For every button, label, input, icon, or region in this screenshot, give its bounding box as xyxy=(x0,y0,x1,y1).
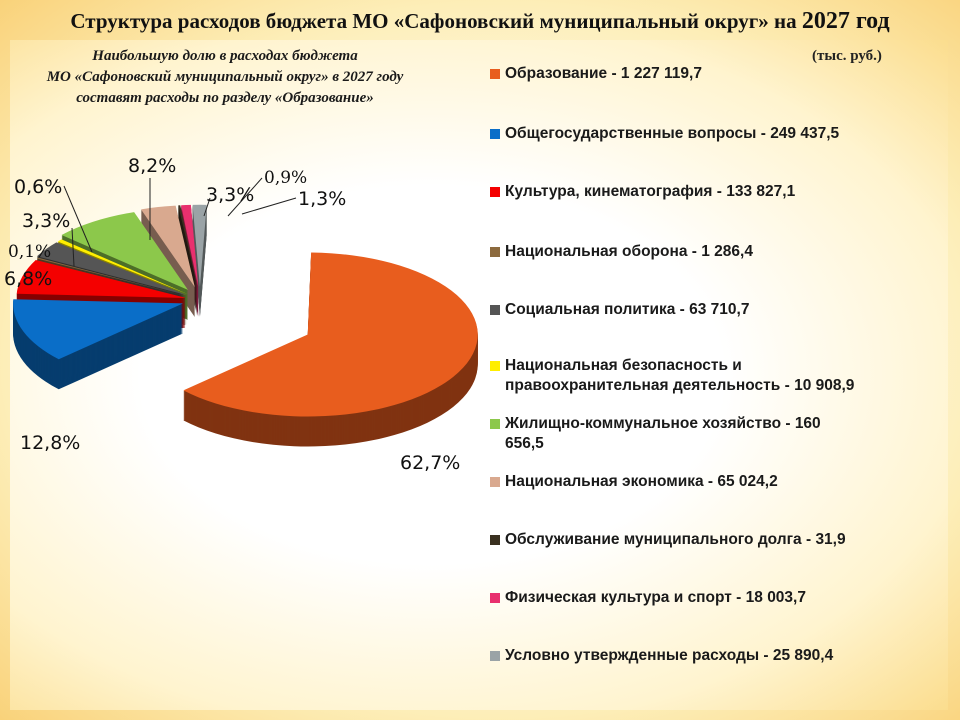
pie-slice-0 xyxy=(183,252,478,447)
data-label-0: 62,7% xyxy=(400,452,461,474)
legend-swatch xyxy=(490,593,500,603)
slide-title: Структура расходов бюджета МО «Сафоновск… xyxy=(0,8,960,35)
leader-line xyxy=(63,185,93,253)
units-label: (тыс. руб.) xyxy=(812,48,882,64)
leader-line xyxy=(203,197,211,217)
data-label-2: 6,8% xyxy=(4,268,53,290)
legend-swatch xyxy=(490,305,500,315)
title-year: 2027 год xyxy=(801,8,890,34)
legend-text: Национальная оборона - 1 286,4 xyxy=(505,243,753,260)
legend-text: Культура, кинематография - 133 827,1 xyxy=(505,183,796,200)
data-label-10: 1,3% xyxy=(298,188,347,210)
data-label-7: 3,3% xyxy=(206,184,255,206)
legend-item: Условно утвержденные расходы - 25 890,4 xyxy=(490,646,833,666)
leader-line xyxy=(241,197,297,215)
legend-swatch xyxy=(490,247,500,257)
legend-text: Жилищно-коммунальное хозяйство - 160 656… xyxy=(505,415,821,452)
legend-text: Национальная безопасность и правоохранит… xyxy=(505,357,855,394)
legend-text: Образование - 1 227 119,7 xyxy=(505,65,702,82)
legend-item: Социальная политика - 63 710,7 xyxy=(490,300,749,320)
data-label-3: 0,1% xyxy=(8,242,52,262)
legend-item: Физическая культура и спорт - 18 003,7 xyxy=(490,588,806,608)
data-label-1: 12,8% xyxy=(20,432,81,454)
slice-top xyxy=(13,299,184,360)
slice-top xyxy=(140,205,195,288)
slice-top xyxy=(61,212,188,290)
pie-slice-1 xyxy=(13,299,184,390)
legend-text: Национальная экономика - 65 024,2 xyxy=(505,473,778,490)
slide-panel xyxy=(10,40,948,710)
legend-swatch xyxy=(490,477,500,487)
data-label-5: 0,6% xyxy=(14,176,63,198)
subtitle-line: МО «Сафоновский муниципальный округ» в 2… xyxy=(46,69,404,85)
legend-item: Национальная безопасность и правоохранит… xyxy=(490,356,865,396)
slice-top xyxy=(178,205,198,287)
legend-swatch xyxy=(490,651,500,661)
data-label-6: 8,2% xyxy=(128,155,177,177)
legend-text: Обслуживание муниципального долга - 31,9 xyxy=(505,531,846,548)
legend-text: Физическая культура и спорт - 18 003,7 xyxy=(505,589,806,606)
legend-item: Национальная экономика - 65 024,2 xyxy=(490,472,778,492)
slice-top xyxy=(16,260,187,298)
legend-swatch xyxy=(490,69,500,79)
pie-slice-10 xyxy=(192,204,207,317)
legend-text: Социальная политика - 63 710,7 xyxy=(505,301,750,318)
slice-top xyxy=(36,257,188,297)
legend-item: Образование - 1 227 119,7 xyxy=(490,64,702,84)
legend-item: Культура, кинематография - 133 827,1 xyxy=(490,182,795,202)
legend-swatch xyxy=(490,361,500,371)
slice-top xyxy=(181,204,199,287)
legend-item: Обслуживание муниципального долга - 31,9 xyxy=(490,530,846,550)
legend-item: Жилищно-коммунальное хозяйство - 160 656… xyxy=(490,414,850,454)
legend-swatch xyxy=(490,419,500,429)
subtitle-line: Наибольшую долю в расходах бюджета xyxy=(92,48,358,64)
slice-top xyxy=(36,242,187,296)
legend-item: Общегосударственные вопросы - 249 437,5 xyxy=(490,124,839,144)
subtitle-line: составят расходы по разделу «Образование… xyxy=(76,90,374,106)
title-text: Структура расходов бюджета МО «Сафоновск… xyxy=(70,9,797,33)
data-label-9: 0,9% xyxy=(264,168,308,188)
legend-swatch xyxy=(490,129,500,139)
leader-line xyxy=(227,177,263,217)
leader-line xyxy=(71,227,75,267)
legend-swatch xyxy=(490,187,500,197)
data-label-4: 3,3% xyxy=(22,210,71,232)
legend-swatch xyxy=(490,535,500,545)
slice-top xyxy=(57,239,188,295)
slice-top xyxy=(183,252,478,417)
legend-text: Условно утвержденные расходы - 25 890,4 xyxy=(505,647,834,664)
legend-text: Общегосударственные вопросы - 249 437,5 xyxy=(505,125,840,142)
chart-subtitle: Наибольшую долю в расходах бюджета МО «С… xyxy=(15,46,435,109)
slice-top xyxy=(192,204,207,287)
legend-item: Национальная оборона - 1 286,4 xyxy=(490,242,753,262)
